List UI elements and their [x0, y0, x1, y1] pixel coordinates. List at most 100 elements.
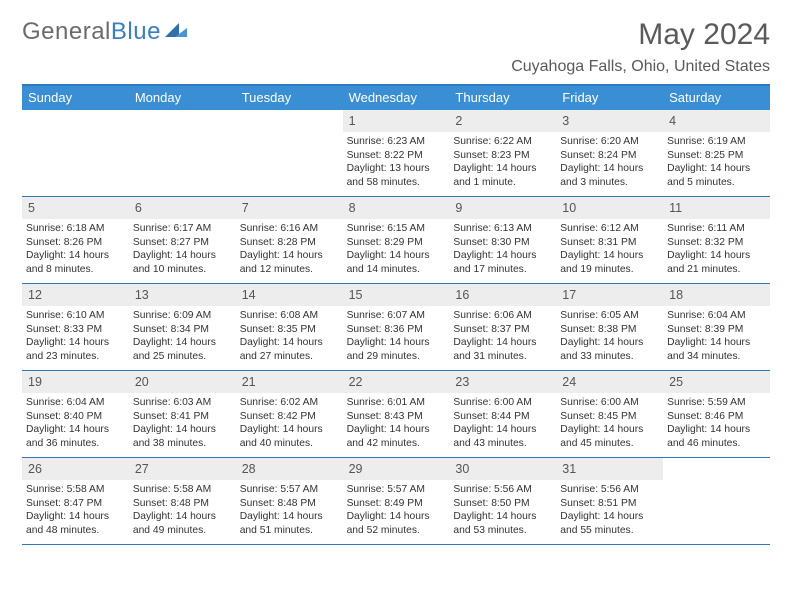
day-number: 12 [28, 288, 42, 302]
day-number: 4 [669, 114, 676, 128]
day-details: Sunrise: 5:58 AMSunset: 8:48 PMDaylight:… [133, 483, 232, 537]
calendar-cell: 2 Sunrise: 6:22 AMSunset: 8:23 PMDaylight… [449, 110, 556, 196]
day-number: 5 [28, 201, 35, 215]
calendar-grid: Sunday Monday Tuesday Wednesday Thursday… [22, 84, 770, 545]
month-title: May 2024 [511, 18, 770, 52]
calendar-cell: 13Sunrise: 6:09 AMSunset: 8:34 PMDayligh… [129, 284, 236, 370]
page-header: General Blue May 2024 Cuyahoga Falls, Oh… [22, 18, 770, 76]
calendar-cell: 15 Sunrise: 6:07 AMSunset: 8:36 PMDayligh… [343, 284, 450, 370]
day-details: Sunrise: 5:56 AMSunset: 8:51 PMDaylight:… [560, 483, 659, 537]
calendar-cell: 9 Sunrise: 6:13 AMSunset: 8:30 PMDaylight… [449, 197, 556, 283]
day-details: Sunrise: 6:04 AMSunset: 8:39 PMDaylight:… [667, 309, 766, 363]
calendar-cell: 31 Sunrise: 5:56 AMSunset: 8:51 PMDayligh… [556, 458, 663, 544]
day-number: 25 [669, 375, 683, 389]
calendar-cell: 7 Sunrise: 6:16 AMSunset: 8:28 PMDaylight… [236, 197, 343, 283]
day-number: 16 [455, 288, 469, 302]
day-details: Sunrise: 5:58 AMSunset: 8:47 PMDaylight:… [26, 483, 125, 537]
calendar-cell: 20 Sunrise: 6:03 AMSunset: 8:41 PMDayligh… [129, 371, 236, 457]
calendar-cell: 23 Sunrise: 6:00 AMSunset: 8:44 PMDayligh… [449, 371, 556, 457]
day-details: Sunrise: 6:04 AMSunset: 8:40 PMDaylight:… [26, 396, 125, 450]
calendar-cell: 14Sunrise: 6:08 AMSunset: 8:35 PMDayligh… [236, 284, 343, 370]
calendar-cell [129, 110, 236, 196]
calendar-cell: 25Sunrise: 5:59 AMSunset: 8:46 PMDayligh… [663, 371, 770, 457]
day-number: 13 [135, 288, 149, 302]
day-number: 19 [28, 375, 42, 389]
calendar-cell: 3Sunrise: 6:20 AMSunset: 8:24 PMDaylight… [556, 110, 663, 196]
calendar-cell: 11 Sunrise: 6:11 AMSunset: 8:32 PMDayligh… [663, 197, 770, 283]
calendar-week-row: 12Sunrise: 6:10 AMSunset: 8:33 PMDayligh… [22, 284, 770, 371]
day-number: 30 [455, 462, 469, 476]
calendar-cell: 17 Sunrise: 6:05 AMSunset: 8:38 PMDayligh… [556, 284, 663, 370]
logo-triangle-icon [165, 21, 187, 44]
day-number: 1 [349, 114, 356, 128]
day-number: 17 [562, 288, 576, 302]
day-number: 27 [135, 462, 149, 476]
weekday-header: Sunday [22, 86, 129, 110]
day-number: 9 [455, 201, 462, 215]
day-number: 7 [242, 201, 249, 215]
day-details: Sunrise: 6:12 AMSunset: 8:31 PMDaylight:… [560, 222, 659, 276]
day-details: Sunrise: 5:57 AMSunset: 8:49 PMDaylight:… [347, 483, 446, 537]
day-details: Sunrise: 6:23 AMSunset: 8:22 PMDaylight:… [347, 135, 446, 189]
weekday-header: Friday [556, 86, 663, 110]
day-details: Sunrise: 6:00 AMSunset: 8:44 PMDaylight:… [453, 396, 552, 450]
day-details: Sunrise: 6:16 AMSunset: 8:28 PMDaylight:… [240, 222, 339, 276]
day-number: 3 [562, 114, 569, 128]
day-details: Sunrise: 5:56 AMSunset: 8:50 PMDaylight:… [453, 483, 552, 537]
day-details: Sunrise: 6:19 AMSunset: 8:25 PMDaylight:… [667, 135, 766, 189]
day-number: 10 [562, 201, 576, 215]
calendar-cell: 22 Sunrise: 6:01 AMSunset: 8:43 PMDayligh… [343, 371, 450, 457]
day-details: Sunrise: 6:03 AMSunset: 8:41 PMDaylight:… [133, 396, 232, 450]
calendar-week-row: 1 Sunrise: 6:23 AMSunset: 8:22 PMDaylight… [22, 110, 770, 197]
day-details: Sunrise: 6:01 AMSunset: 8:43 PMDaylight:… [347, 396, 446, 450]
weekday-header: Thursday [449, 86, 556, 110]
day-number: 11 [669, 201, 682, 215]
calendar-cell: 6Sunrise: 6:17 AMSunset: 8:27 PMDaylight… [129, 197, 236, 283]
calendar-cell: 4 Sunrise: 6:19 AMSunset: 8:25 PMDaylight… [663, 110, 770, 196]
calendar-cell: 18 Sunrise: 6:04 AMSunset: 8:39 PMDayligh… [663, 284, 770, 370]
day-number: 15 [349, 288, 363, 302]
day-number: 2 [455, 114, 462, 128]
day-details: Sunrise: 6:17 AMSunset: 8:27 PMDaylight:… [133, 222, 232, 276]
day-number: 20 [135, 375, 149, 389]
calendar-cell: 27 Sunrise: 5:58 AMSunset: 8:48 PMDayligh… [129, 458, 236, 544]
calendar-cell: 26 Sunrise: 5:58 AMSunset: 8:47 PMDayligh… [22, 458, 129, 544]
calendar-cell: 28 Sunrise: 5:57 AMSunset: 8:48 PMDayligh… [236, 458, 343, 544]
weekday-header: Wednesday [343, 86, 450, 110]
day-number: 8 [349, 201, 356, 215]
weekday-header-row: Sunday Monday Tuesday Wednesday Thursday… [22, 86, 770, 110]
calendar-cell [663, 458, 770, 544]
calendar-week-row: 26 Sunrise: 5:58 AMSunset: 8:47 PMDayligh… [22, 458, 770, 545]
calendar-cell: 12Sunrise: 6:10 AMSunset: 8:33 PMDayligh… [22, 284, 129, 370]
calendar-cell: 19 Sunrise: 6:04 AMSunset: 8:40 PMDayligh… [22, 371, 129, 457]
calendar-cell [236, 110, 343, 196]
calendar-cell: 5 Sunrise: 6:18 AMSunset: 8:26 PMDaylight… [22, 197, 129, 283]
day-number: 23 [455, 375, 469, 389]
day-number: 18 [669, 288, 683, 302]
calendar-cell [22, 110, 129, 196]
day-details: Sunrise: 6:06 AMSunset: 8:37 PMDaylight:… [453, 309, 552, 363]
day-number: 29 [349, 462, 363, 476]
day-details: Sunrise: 6:22 AMSunset: 8:23 PMDaylight:… [453, 135, 552, 189]
weekday-header: Saturday [663, 86, 770, 110]
logo-text-gray: General [22, 18, 111, 46]
day-details: Sunrise: 6:02 AMSunset: 8:42 PMDaylight:… [240, 396, 339, 450]
day-details: Sunrise: 6:05 AMSunset: 8:38 PMDaylight:… [560, 309, 659, 363]
day-details: Sunrise: 6:13 AMSunset: 8:30 PMDaylight:… [453, 222, 552, 276]
day-details: Sunrise: 6:07 AMSunset: 8:36 PMDaylight:… [347, 309, 446, 363]
calendar-cell: 29 Sunrise: 5:57 AMSunset: 8:49 PMDayligh… [343, 458, 450, 544]
calendar-cell: 1 Sunrise: 6:23 AMSunset: 8:22 PMDaylight… [343, 110, 450, 196]
title-block: May 2024 Cuyahoga Falls, Ohio, United St… [511, 18, 770, 76]
calendar-cell: 21 Sunrise: 6:02 AMSunset: 8:42 PMDayligh… [236, 371, 343, 457]
day-details: Sunrise: 6:18 AMSunset: 8:26 PMDaylight:… [26, 222, 125, 276]
weekday-header: Monday [129, 86, 236, 110]
day-number: 26 [28, 462, 42, 476]
day-number: 31 [562, 462, 576, 476]
day-number: 28 [242, 462, 256, 476]
day-details: Sunrise: 6:11 AMSunset: 8:32 PMDaylight:… [667, 222, 766, 276]
day-details: Sunrise: 5:57 AMSunset: 8:48 PMDaylight:… [240, 483, 339, 537]
day-number: 22 [349, 375, 363, 389]
day-number: 21 [242, 375, 256, 389]
calendar-cell: 24Sunrise: 6:00 AMSunset: 8:45 PMDayligh… [556, 371, 663, 457]
day-number: 14 [242, 288, 256, 302]
